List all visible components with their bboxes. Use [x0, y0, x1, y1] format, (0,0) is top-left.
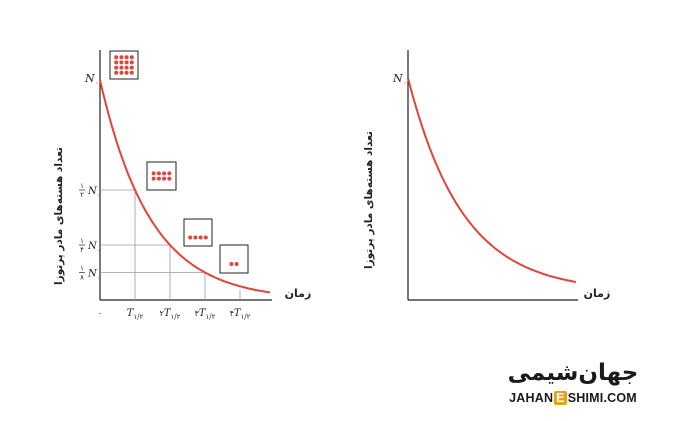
right-y-axis-label: تعداد هسته‌های مادر پرتوزا: [363, 131, 375, 269]
nucleus-dot: [151, 171, 156, 176]
x-tick-label: ۴T۱/۲: [230, 308, 251, 321]
right-x-axis-label: زمان: [584, 287, 611, 300]
nucleus-box: [219, 244, 249, 274]
left-n0-label: N۰: [84, 72, 98, 87]
svg-text:۱: ۱: [80, 237, 84, 245]
x-tick-label: ۲T۱/۲: [160, 308, 181, 321]
y-tick-label: ۱۴ N۰: [79, 237, 100, 254]
nucleus-dot: [129, 55, 134, 60]
svg-text:۱: ۱: [80, 265, 84, 273]
svg-text:۸: ۸: [80, 274, 84, 282]
svg-text:۴: ۴: [80, 246, 84, 254]
svg-text:۲: ۲: [80, 191, 84, 199]
svg-text:N۰: N۰: [87, 269, 100, 282]
x-tick-label: T۱/۲: [127, 308, 144, 321]
left-decay-curve: [99, 79, 271, 294]
nucleus-dot: [162, 176, 167, 181]
nucleus-dot: [193, 235, 198, 240]
left-y-axis-label: تعداد هسته‌های مادر پرتوزا: [53, 147, 65, 285]
left-x-tick-labels: T۱/۲ ۲T۱/۲ ۳T۱/۲ ۴T۱/۲: [127, 308, 251, 321]
site-logo: جهان‌شیمی JAHAN E SHIMI.COM: [494, 360, 652, 408]
nucleus-dot: [124, 70, 129, 75]
nucleus-dot: [198, 235, 203, 240]
nucleus-dot: [156, 176, 161, 181]
svg-text:۱: ۱: [80, 182, 84, 190]
logo-english-text: JAHAN E SHIMI.COM: [509, 391, 637, 405]
nucleus-box: [183, 218, 213, 247]
nucleus-dot: [114, 55, 119, 60]
nucleus-dot: [167, 171, 172, 176]
right-decay-curve: [407, 77, 577, 283]
nucleus-dot: [151, 176, 156, 181]
nucleus-dot: [234, 262, 239, 266]
nucleus-dot: [162, 171, 167, 176]
left-grid-lines: [100, 189, 241, 300]
nucleus-box: [109, 50, 139, 80]
left-x-axis-label: زمان: [285, 287, 312, 300]
nucleus-dot: [129, 70, 134, 75]
left-nucleus-boxes: [109, 50, 249, 274]
nucleus-dot: [229, 262, 234, 266]
x-tick-label: ۳T۱/۲: [195, 308, 216, 321]
nucleus-dot: [119, 65, 124, 70]
right-n0-label: N۰: [392, 72, 406, 87]
nucleus-dot: [188, 235, 193, 240]
nucleus-box: [146, 161, 177, 191]
left-graph: تعداد هسته‌های مادر پرتوزا زمان N۰ ۰ ۱۲ N…: [53, 50, 311, 321]
left-origin-label: ۰: [98, 309, 103, 319]
svg-text:N۰: N۰: [87, 186, 100, 199]
right-graph: تعداد هسته‌های مادر پرتوزا زمان N۰: [363, 50, 611, 301]
nucleus-dot: [129, 60, 134, 65]
nucleus-dot: [167, 176, 172, 181]
nucleus-dot: [114, 65, 119, 70]
nucleus-dot: [124, 65, 129, 70]
nucleus-dot: [203, 235, 208, 240]
nucleus-dot: [156, 171, 161, 176]
nucleus-dot: [114, 60, 119, 65]
nucleus-dot: [124, 55, 129, 60]
nucleus-dot: [119, 70, 124, 75]
nucleus-dot: [119, 60, 124, 65]
nucleus-dot: [119, 55, 124, 60]
y-tick-label: ۱۲ N۰: [79, 182, 100, 199]
logo-persian-text: جهان‌شیمی: [507, 360, 639, 386]
nucleus-dot: [114, 70, 119, 75]
nucleus-dot: [129, 65, 134, 70]
nucleus-dot: [124, 60, 129, 65]
y-tick-label: ۱۸ N۰: [79, 265, 100, 282]
svg-text:N۰: N۰: [87, 241, 100, 254]
